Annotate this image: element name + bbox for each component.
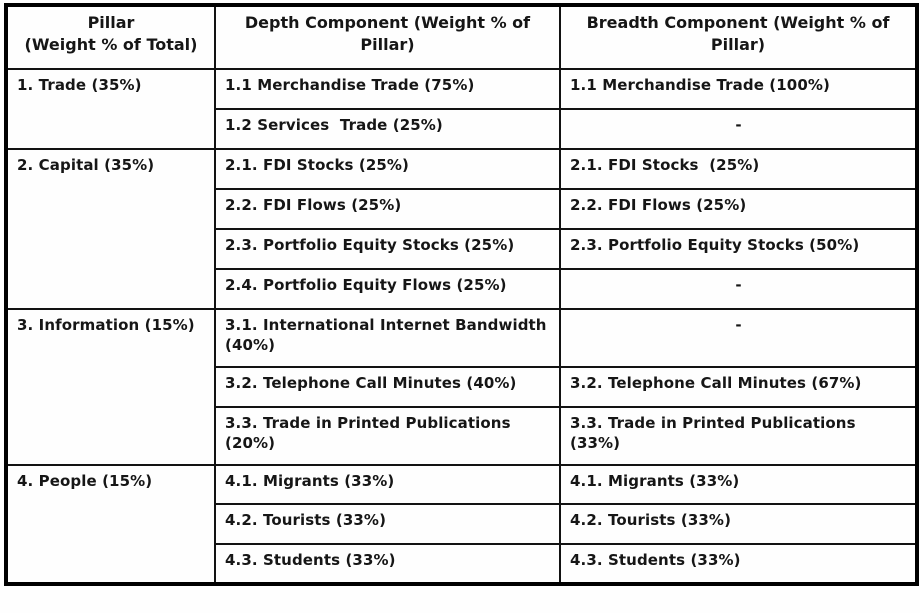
breadth-cell: 3.3. Trade in Printed Publications (33%) <box>559 406 918 466</box>
table-row: 2.2. FDI Flows (25%) 2.2. FDI Flows (25%… <box>6 188 918 230</box>
breadth-cell: 2.1. FDI Stocks (25%) <box>559 148 918 190</box>
table-row: 4.3. Students (33%) 4.3. Students (33%) <box>6 543 918 585</box>
header-breadth: Breadth Component (Weight % of Pillar) <box>559 4 918 70</box>
header-depth: Depth Component (Weight % of Pillar) <box>214 4 561 70</box>
depth-cell: 2.1. FDI Stocks (25%) <box>214 148 561 190</box>
header-pillar: Pillar (Weight % of Total) <box>5 4 216 70</box>
breadth-cell: - <box>559 108 918 150</box>
depth-cell: 3.2. Telephone Call Minutes (40%) <box>214 366 561 408</box>
breadth-cell: 2.2. FDI Flows (25%) <box>559 188 918 230</box>
pillar-cell-people: 4. People (15%) <box>5 464 216 585</box>
breadth-cell: 4.2. Tourists (33%) <box>559 503 918 545</box>
breadth-cell: 1.1 Merchandise Trade (100%) <box>559 68 918 110</box>
depth-cell: 4.1. Migrants (33%) <box>214 464 561 505</box>
depth-cell: 2.3. Portfolio Equity Stocks (25%) <box>214 228 561 270</box>
depth-cell: 2.2. FDI Flows (25%) <box>214 188 561 230</box>
table-row: 1.2 Services Trade (25%) - <box>6 108 918 150</box>
depth-cell: 1.2 Services Trade (25%) <box>214 108 561 150</box>
pillar-cell-information: 3. Information (15%) <box>5 308 216 466</box>
breadth-cell: 3.2. Telephone Call Minutes (67%) <box>559 366 918 408</box>
table-row: 3.3. Trade in Printed Publications (20%)… <box>6 406 918 466</box>
breadth-cell: 4.3. Students (33%) <box>559 543 918 585</box>
table-row: 3.2. Telephone Call Minutes (40%) 3.2. T… <box>6 366 918 408</box>
depth-cell: 3.1. International Internet Bandwidth (4… <box>214 308 561 368</box>
table-row: 3. Information (15%) 3.1. International … <box>5 308 918 466</box>
table-row: 4. People (15%) 4.1. Migrants (33%) 4.1.… <box>5 464 918 585</box>
table-row: 2.3. Portfolio Equity Stocks (25%) 2.3. … <box>6 228 918 270</box>
breadth-cell: 2.3. Portfolio Equity Stocks (50%) <box>559 228 918 270</box>
table-row: 1. Trade (35%) 1.1 Merchandise Trade (75… <box>5 68 918 150</box>
table-row: 2. Capital (35%) 2.1. FDI Stocks (25%) 2… <box>5 148 918 310</box>
connectedness-weights-table: Pillar (Weight % of Total) Depth Compone… <box>4 3 919 586</box>
depth-cell: 4.2. Tourists (33%) <box>214 503 561 545</box>
header-row: Pillar (Weight % of Total) Depth Compone… <box>5 4 918 70</box>
depth-cell: 4.3. Students (33%) <box>214 543 561 585</box>
depth-cell: 1.1 Merchandise Trade (75%) <box>214 68 561 110</box>
pillar-cell-capital: 2. Capital (35%) <box>5 148 216 310</box>
breadth-cell: - <box>559 268 918 310</box>
table-row: 4.2. Tourists (33%) 4.2. Tourists (33%) <box>6 503 918 545</box>
breadth-cell: 4.1. Migrants (33%) <box>559 464 918 505</box>
pillar-cell-trade: 1. Trade (35%) <box>5 68 216 150</box>
depth-cell: 2.4. Portfolio Equity Flows (25%) <box>214 268 561 310</box>
table-row: 2.4. Portfolio Equity Flows (25%) - <box>6 268 918 310</box>
depth-cell: 3.3. Trade in Printed Publications (20%) <box>214 406 561 466</box>
breadth-cell: - <box>559 308 918 368</box>
